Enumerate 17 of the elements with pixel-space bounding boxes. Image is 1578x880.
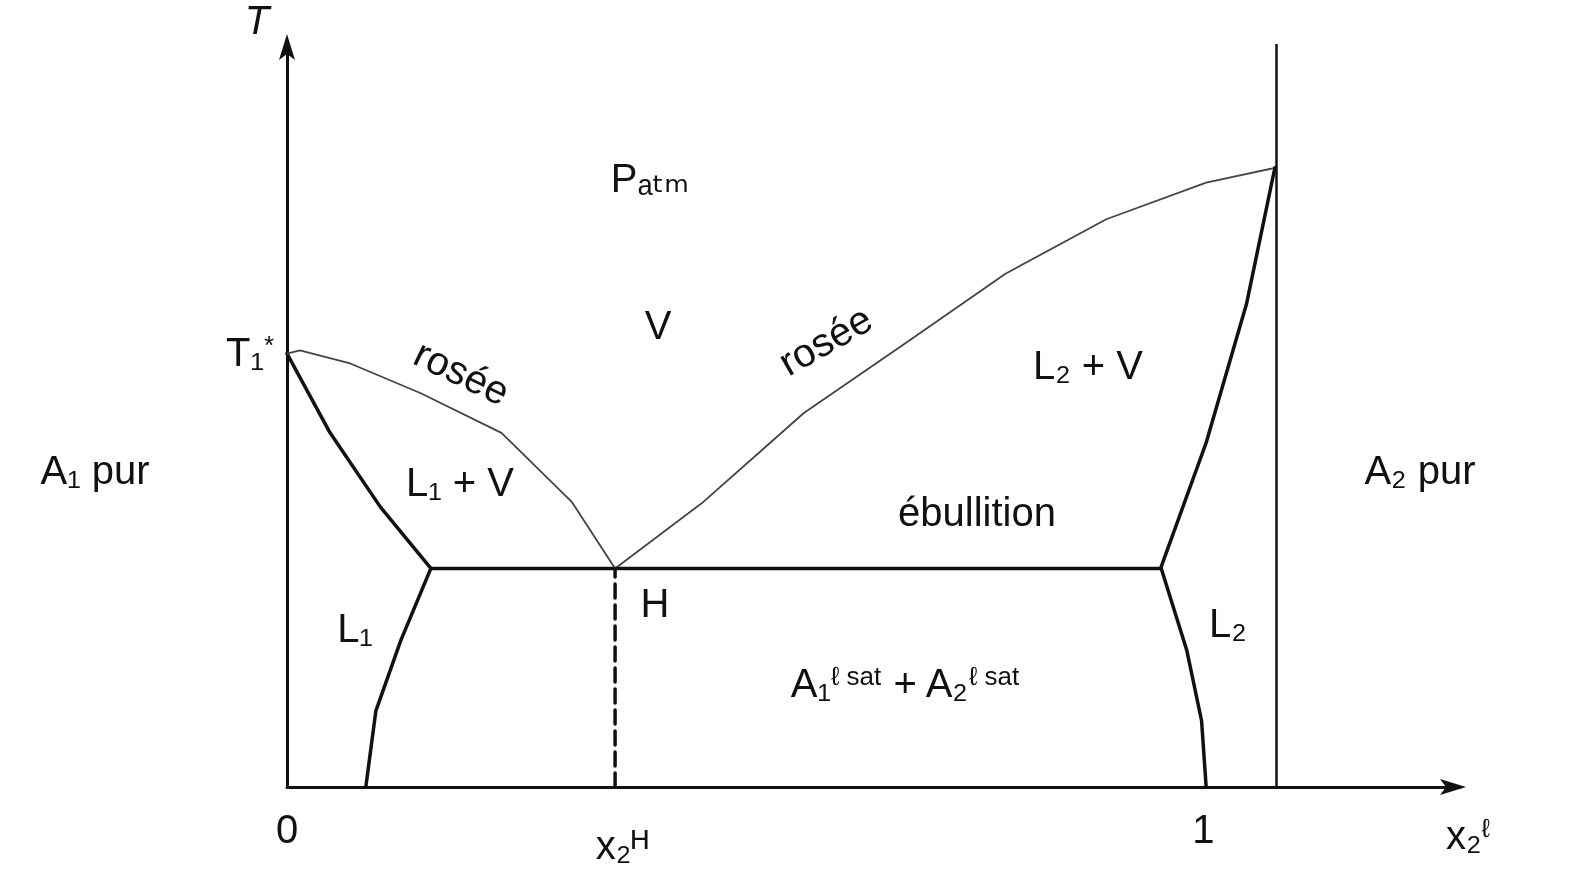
text: x₂ᴴ [595, 823, 649, 867]
annotation: L₁ [337, 606, 373, 650]
text: T₁* [225, 330, 275, 374]
x-tick-label: 1 [1192, 807, 1215, 851]
annotation: A₂ pur [1364, 448, 1476, 492]
x-tick-label: 0 [275, 807, 299, 851]
annotation: ébullition [898, 490, 1056, 534]
annotation: L₂ + V [1032, 343, 1144, 387]
annotation: L₂ [1209, 601, 1247, 645]
text: A₁ pur [40, 448, 150, 492]
y-axis-title: T [244, 0, 272, 42]
annotation: H [640, 581, 670, 625]
annotation: L₁ + V [405, 460, 515, 504]
annotation: rosée [407, 330, 517, 414]
annotation: V [644, 303, 672, 347]
annotation: rosée [770, 296, 880, 384]
annotation: Pₐₜₘ [610, 156, 690, 200]
